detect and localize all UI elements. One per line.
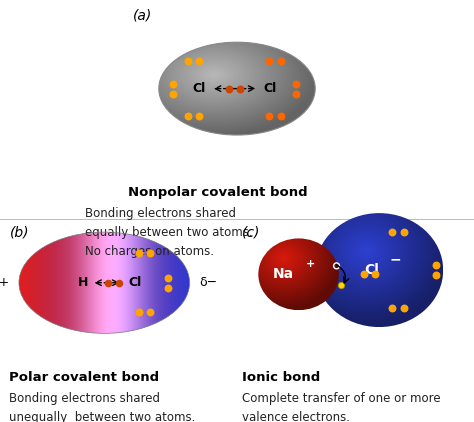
Point <box>169 80 177 87</box>
Point <box>265 113 273 119</box>
Point <box>225 85 233 92</box>
Point <box>292 80 300 87</box>
Text: H: H <box>78 276 88 289</box>
Point <box>333 262 340 269</box>
Text: (a): (a) <box>133 8 152 22</box>
Point <box>184 113 191 119</box>
Point <box>104 279 112 286</box>
Text: Na: Na <box>273 267 294 281</box>
Point <box>432 272 440 279</box>
Point <box>146 250 154 257</box>
Text: δ+: δ+ <box>0 276 9 289</box>
Point <box>372 271 379 278</box>
Point <box>184 58 191 65</box>
Text: Cl: Cl <box>365 263 379 277</box>
Point <box>360 271 368 278</box>
Text: Ionic bond: Ionic bond <box>242 371 320 384</box>
Text: Nonpolar covalent bond: Nonpolar covalent bond <box>128 186 308 199</box>
Text: −: − <box>390 252 401 267</box>
Point <box>164 284 172 291</box>
Point <box>116 279 123 286</box>
Point <box>146 309 154 316</box>
Point <box>135 250 143 257</box>
Point <box>195 58 203 65</box>
Point <box>389 305 396 311</box>
Text: Bonding electrons shared
unequally  between two atoms.
Partial charges on atoms.: Bonding electrons shared unequally betwe… <box>9 392 196 422</box>
Point <box>169 90 177 97</box>
Point <box>277 58 284 65</box>
Text: +: + <box>306 259 315 269</box>
Point <box>265 58 273 65</box>
Text: Cl: Cl <box>192 82 206 95</box>
Text: (c): (c) <box>242 226 260 240</box>
Text: Cl: Cl <box>264 82 277 95</box>
Text: Cl: Cl <box>128 276 142 289</box>
Point <box>164 274 172 281</box>
Text: Complete transfer of one or more
valence electrons.
Full charges on resulting io: Complete transfer of one or more valence… <box>242 392 440 422</box>
Point <box>135 309 143 316</box>
Point <box>277 113 284 119</box>
Point <box>337 281 345 288</box>
Text: Polar covalent bond: Polar covalent bond <box>9 371 160 384</box>
Text: Bonding electrons shared
equally between two atoms.
No charges on atoms.: Bonding electrons shared equally between… <box>85 207 253 258</box>
Point <box>389 229 396 235</box>
Text: (b): (b) <box>9 226 29 240</box>
Point <box>400 305 408 311</box>
Point <box>432 262 440 268</box>
Text: δ−: δ− <box>200 276 218 289</box>
Point <box>400 229 408 235</box>
Point <box>292 90 300 97</box>
Point <box>237 85 244 92</box>
Point <box>195 113 203 119</box>
